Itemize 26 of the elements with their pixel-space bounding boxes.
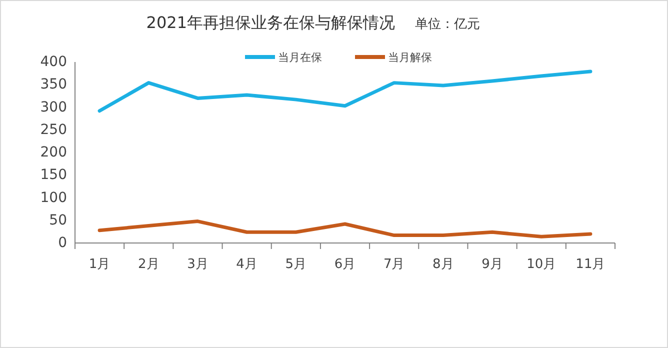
line-series [98, 70, 592, 113]
line-series [98, 220, 592, 238]
y-tick-label: 350 [40, 76, 67, 93]
x-tick-label: 11月 [576, 257, 606, 272]
y-tick-label: 250 [40, 122, 67, 138]
x-tick-label: 9月 [482, 257, 503, 272]
legend-label: 当月解保 [388, 51, 432, 64]
legend-label: 当月在保 [278, 51, 322, 64]
y-tick-label: 100 [40, 190, 67, 206]
x-tick-label: 8月 [432, 257, 454, 272]
y-tick-label: 200 [40, 144, 67, 160]
x-tick-label: 3月 [187, 257, 208, 272]
x-tick-label: 1月 [88, 257, 110, 272]
y-tick-label: 300 [40, 99, 67, 116]
x-tick-label: 5月 [285, 257, 307, 272]
x-tick-label: 10月 [526, 257, 556, 272]
y-tick-label: 150 [40, 167, 67, 184]
x-tick-label: 2月 [138, 257, 160, 272]
x-tick-label: 4月 [236, 257, 258, 272]
chart-title: 2021年再担保业务在保与解保情况 [146, 13, 395, 32]
y-tick-label: 0 [58, 235, 67, 251]
x-tick-label: 7月 [383, 257, 405, 272]
y-tick-label: 400 [40, 54, 67, 70]
y-tick-label: 50 [49, 212, 67, 228]
chart-subtitle: 单位：亿元 [415, 17, 480, 32]
x-tick-label: 6月 [334, 257, 356, 272]
